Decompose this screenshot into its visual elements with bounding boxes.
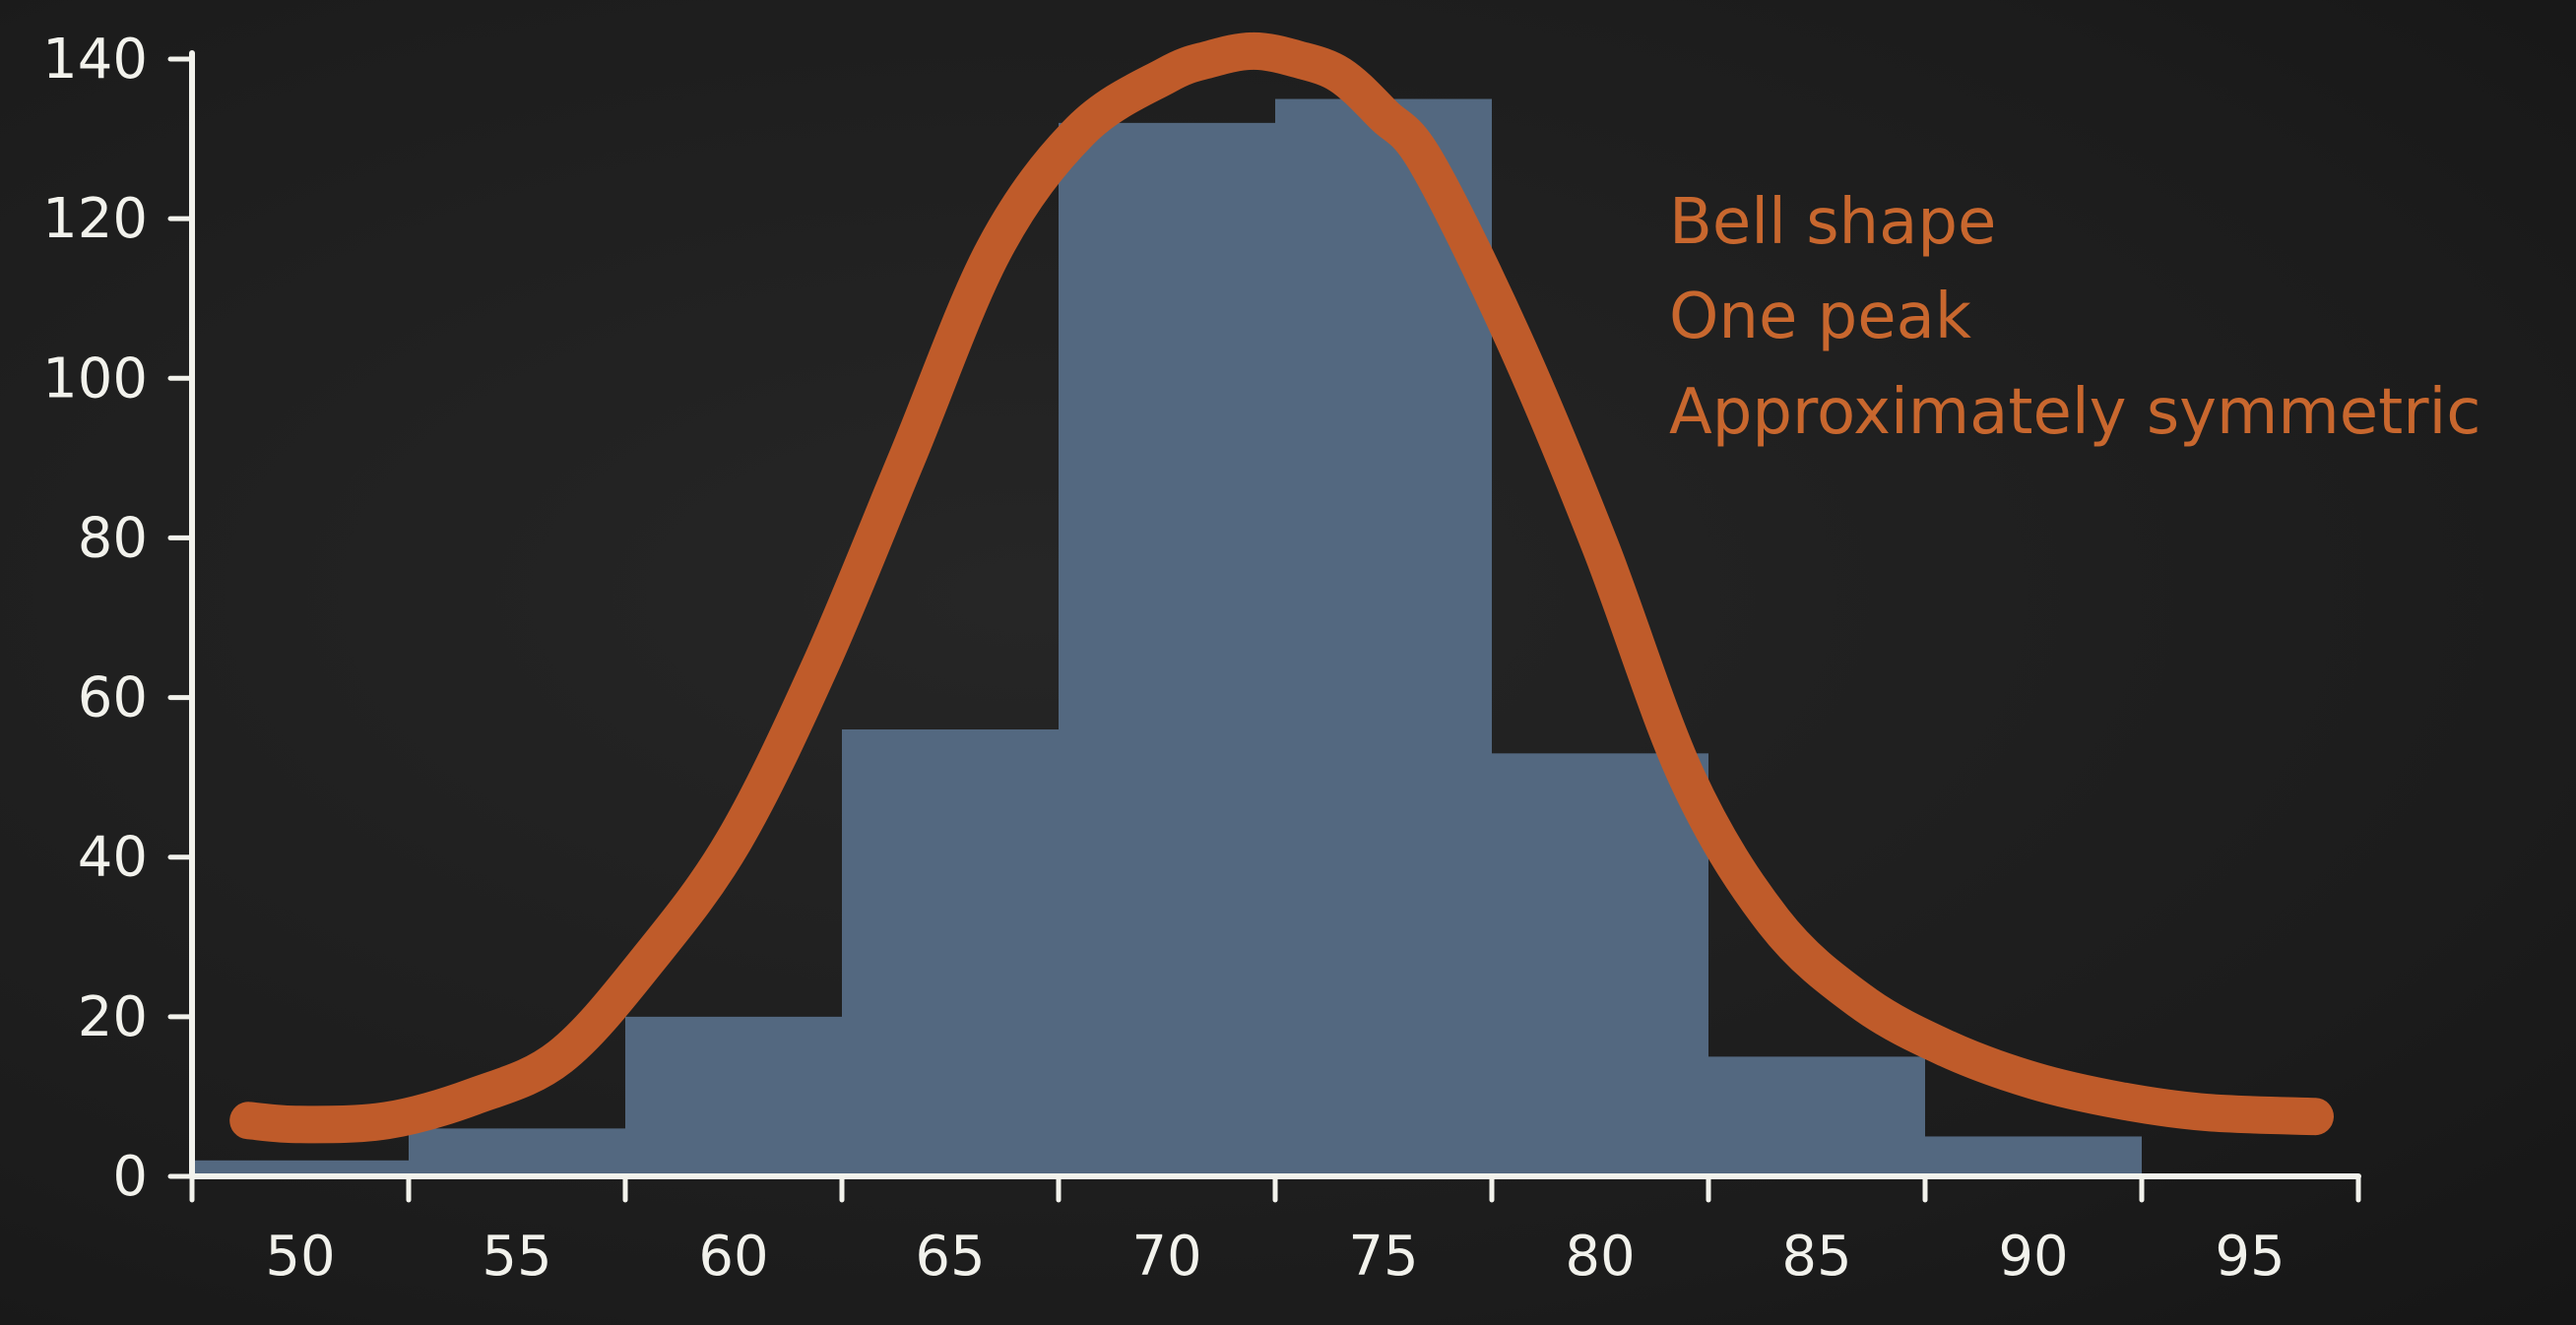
x-tick-label: 60 <box>698 1225 768 1289</box>
histogram-bar <box>1059 122 1275 1176</box>
y-tick-label: 40 <box>78 826 148 890</box>
annotation-line: Approximately symmetric <box>1669 376 2480 449</box>
y-tick-label: 120 <box>42 187 148 251</box>
y-tick-label: 20 <box>78 985 148 1049</box>
histogram-bar <box>192 1160 409 1176</box>
x-tick-label: 95 <box>2215 1225 2285 1289</box>
x-tick-label: 50 <box>265 1225 335 1289</box>
annotation-text: Bell shape One peak Approximately symmetri… <box>1669 186 2480 449</box>
annotation-line: One peak <box>1669 281 1971 353</box>
labels-layer: 0 20 40 60 80 100 120 140 50 55 60 65 70 75 80 85 90 95 <box>42 28 2286 1289</box>
y-tick-label: 80 <box>78 506 148 570</box>
histogram-bar <box>1708 1056 1925 1176</box>
y-tick-label: 0 <box>112 1145 148 1209</box>
y-tick-label: 60 <box>78 666 148 730</box>
histogram-bar <box>625 1016 842 1176</box>
x-tick-label: 80 <box>1565 1225 1635 1289</box>
x-tick-label: 70 <box>1131 1225 1201 1289</box>
y-tick-label: 100 <box>42 347 148 410</box>
histogram-bar <box>1492 753 1708 1176</box>
x-tick-label: 90 <box>1998 1225 2068 1289</box>
histogram-bar <box>842 729 1059 1176</box>
axes-layer <box>167 50 2361 1203</box>
y-tick-label: 140 <box>42 28 148 92</box>
x-tick-label: 85 <box>1781 1225 1851 1289</box>
bars-layer <box>192 98 2142 1176</box>
histogram-bar <box>1275 98 1492 1176</box>
x-tick-label: 55 <box>482 1225 551 1289</box>
x-tick-label: 75 <box>1348 1225 1418 1289</box>
x-tick-label: 65 <box>915 1225 985 1289</box>
histogram-bar <box>409 1128 625 1176</box>
annotation-line: Bell shape <box>1669 186 1996 259</box>
histogram-bar <box>1925 1136 2142 1176</box>
bell-curve <box>229 32 2334 1144</box>
curve-layer <box>229 32 2334 1144</box>
